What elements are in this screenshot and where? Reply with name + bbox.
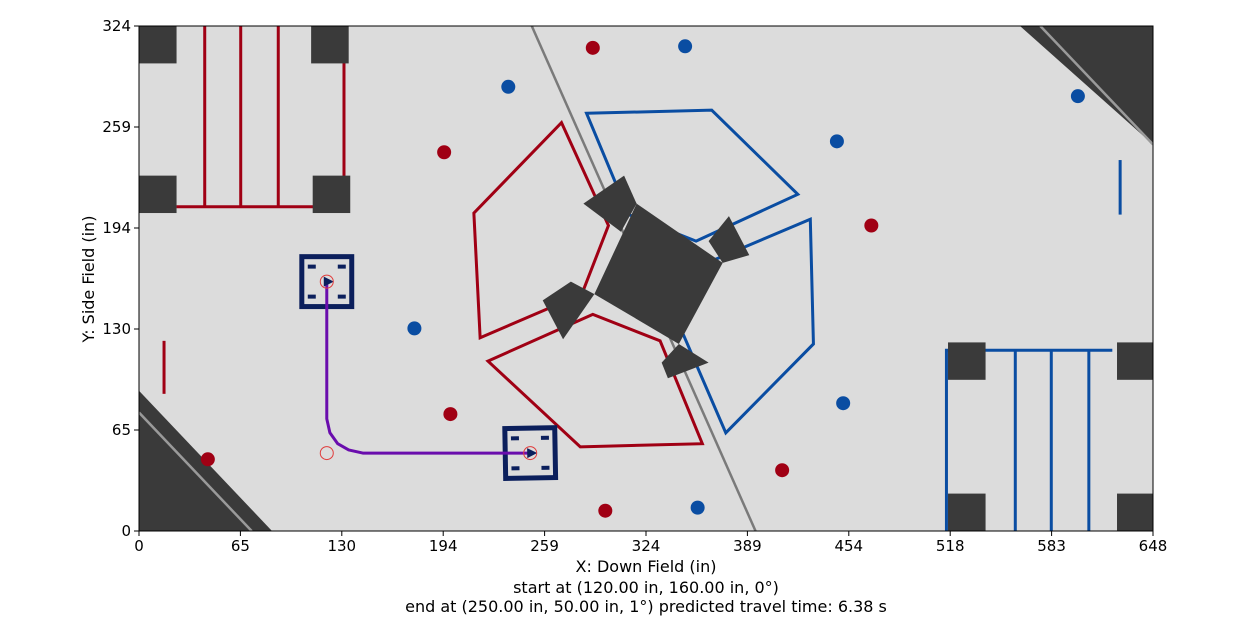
blue-ball — [690, 500, 705, 515]
robot-wheel — [337, 294, 346, 299]
x-tick-label: 454 — [834, 537, 863, 555]
robot-wheel — [337, 264, 346, 269]
x-tick-label: 259 — [530, 537, 559, 555]
field-post — [139, 26, 177, 64]
red-ball — [437, 145, 452, 160]
blue-ball — [407, 321, 422, 336]
hub-arm — [583, 175, 637, 232]
blue-ball — [678, 39, 693, 54]
red-ball — [775, 463, 790, 478]
blue-ball — [1070, 89, 1085, 104]
field-post — [948, 493, 986, 531]
red-zone-lower — [485, 312, 705, 449]
blue-ball — [829, 134, 844, 149]
blue-station-outline — [944, 348, 1113, 531]
robot-wheel — [510, 436, 519, 441]
y-axis-label: Y: Side Field (in) — [79, 216, 98, 344]
y-tick-label: 259 — [102, 118, 131, 136]
corner-ramp-top-right — [1019, 26, 1153, 145]
heading-arrow — [323, 276, 334, 287]
blue-ball — [836, 396, 851, 411]
robot-wheel — [540, 435, 549, 440]
field-post — [1117, 493, 1153, 531]
x-tick-label: 130 — [327, 537, 356, 555]
red-ball — [598, 503, 613, 518]
waypoint-marker — [319, 274, 334, 289]
y-tick-label: 0 — [121, 522, 131, 540]
robot-wheel — [307, 294, 316, 299]
planned-path — [325, 281, 531, 455]
field-group — [139, 26, 1153, 531]
red-ball — [864, 218, 879, 233]
robot-wheel — [307, 264, 316, 269]
x-tick-label: 324 — [632, 537, 661, 555]
heading-arrow — [527, 448, 538, 459]
x-tick-label: 389 — [733, 537, 762, 555]
corner-ramp-edge — [1039, 26, 1153, 146]
robot-wheel — [541, 465, 550, 470]
corner-ramp-edge — [139, 411, 253, 531]
hub-arm — [708, 216, 750, 263]
y-tick-label: 324 — [102, 17, 131, 35]
y-tick-label: 130 — [102, 320, 131, 338]
x-tick-label: 648 — [1139, 537, 1168, 555]
x-tick-label: 518 — [936, 537, 965, 555]
red-ball — [200, 452, 215, 467]
y-tick-label: 194 — [102, 219, 131, 237]
waypoint-marker — [523, 446, 538, 461]
red-ball — [443, 407, 458, 422]
robot-wheel — [511, 466, 520, 471]
central-hub — [594, 203, 723, 344]
waypoint-marker — [319, 446, 334, 461]
blue-ball — [501, 79, 516, 94]
hub-arm — [542, 281, 595, 340]
caption-end: end at (250.00 in, 50.00 in, 1°) predict… — [405, 597, 887, 616]
field-post — [1117, 342, 1153, 380]
caption-start: start at (120.00 in, 160.00 in, 0°) — [513, 578, 779, 597]
field-post — [311, 26, 349, 64]
x-tick-label: 194 — [429, 537, 458, 555]
field-post — [312, 175, 351, 214]
y-tick-label: 65 — [112, 421, 131, 439]
x-axis-label: X: Down Field (in) — [576, 557, 717, 576]
hub-arm — [661, 343, 709, 379]
x-tick-label: 65 — [231, 537, 250, 555]
field-post — [948, 342, 986, 380]
x-tick-label: 0 — [134, 537, 144, 555]
field-post — [139, 175, 177, 214]
x-tick-label: 583 — [1037, 537, 1066, 555]
red-ball — [585, 40, 600, 55]
